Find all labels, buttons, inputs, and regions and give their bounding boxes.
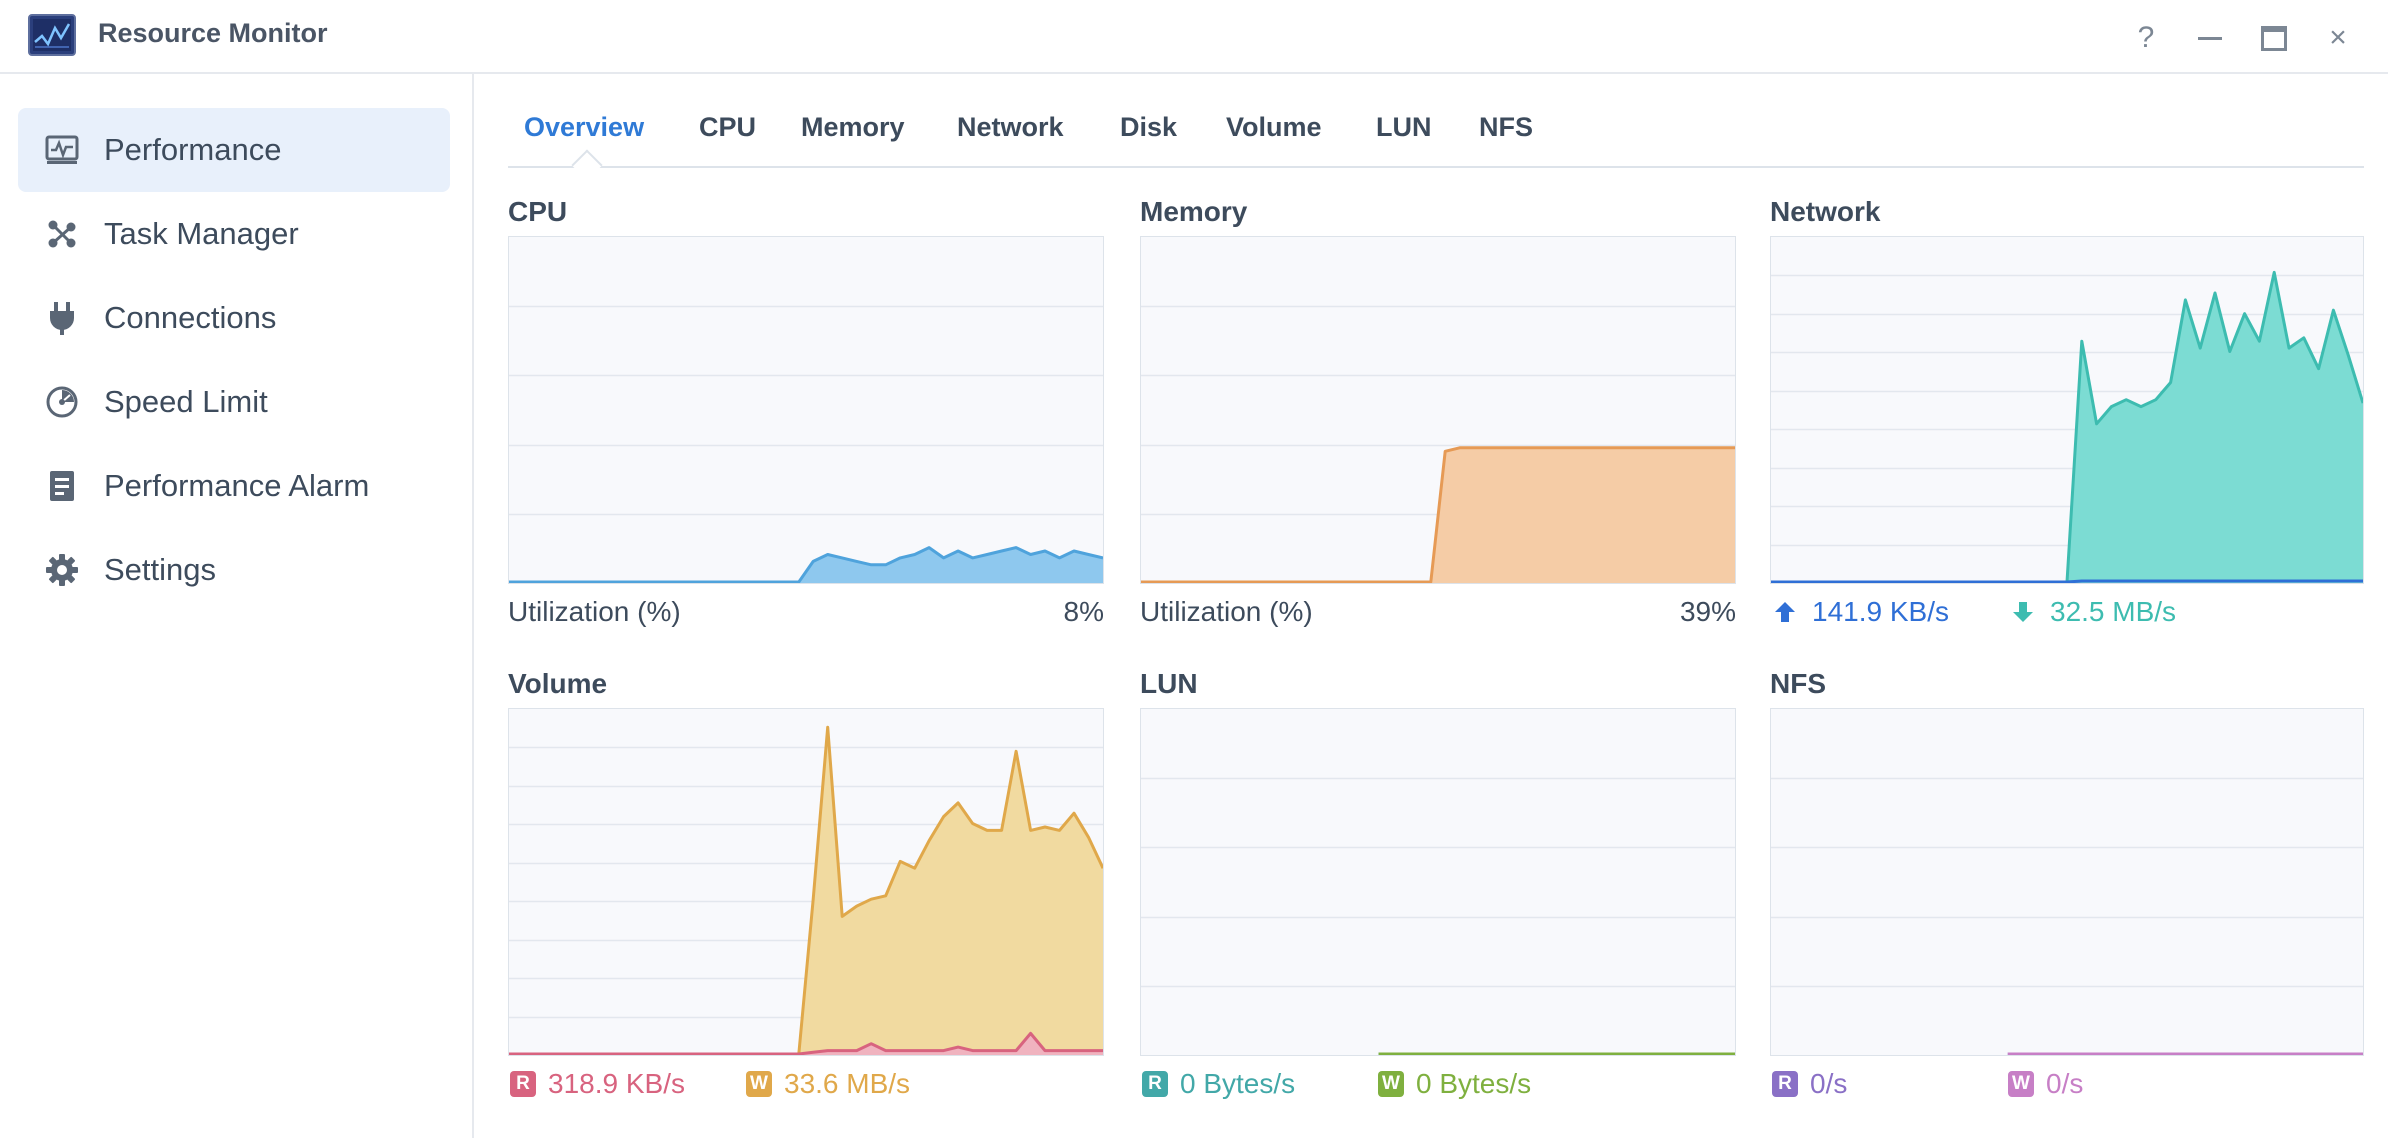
memory-metric-label: Utilization (%) (1140, 596, 1313, 627)
volume-read-legend: R 318.9 KB/s (510, 1068, 685, 1100)
chart-plot-area (1141, 305, 1735, 583)
performance-icon (44, 132, 80, 168)
close-button[interactable]: × (2318, 18, 2358, 58)
tab-bar: Overview CPU Memory Network Disk Volume … (508, 104, 2364, 181)
write-badge: W (746, 1071, 772, 1097)
sidebar-item-speed-limit[interactable]: Speed Limit (18, 360, 450, 444)
read-badge: R (510, 1071, 536, 1097)
nfs-read-value: 0/s (1810, 1068, 1848, 1099)
upload-arrow-icon (1775, 602, 1795, 622)
write-badge: W (2008, 1071, 2034, 1097)
volume-panel-title: Volume (508, 668, 608, 699)
series-area-0 (509, 727, 1103, 1055)
resource-monitor-app-icon (28, 14, 76, 56)
sidebar-item-performance-alarm[interactable]: Performance Alarm (18, 444, 450, 528)
window-title: Resource Monitor (98, 18, 328, 48)
sidebar-item-settings[interactable]: Settings (18, 528, 450, 612)
lun-read-legend: R 0 Bytes/s (1142, 1068, 1295, 1100)
series-area-0 (1771, 272, 2363, 583)
cpu-metric-label: Utilization (%) (508, 596, 681, 627)
series-area-0 (1141, 447, 1735, 583)
volume-write-value: 33.6 MB/s (784, 1068, 911, 1099)
tab-nfs[interactable]: NFS (1479, 112, 1533, 142)
nfs-write-legend: W 0/s (2008, 1068, 2083, 1100)
sidebar-item-label: Connections (104, 300, 277, 335)
lun-read-value: 0 Bytes/s (1180, 1068, 1296, 1099)
tab-disk[interactable]: Disk (1120, 112, 1178, 142)
network-download-value: 32.5 MB/s (2050, 596, 2177, 627)
sidebar-item-label: Speed Limit (104, 384, 268, 419)
chart-plot-area (1141, 777, 1735, 1055)
sidebar: Performance Task Manager Connections Spe… (0, 74, 474, 1138)
minimize-button[interactable] (2190, 18, 2230, 58)
chart-plot-area (1771, 270, 2363, 583)
write-badge: W (1378, 1071, 1404, 1097)
tab-network[interactable]: Network (957, 112, 1064, 142)
active-tab-indicator (571, 149, 603, 181)
sidebar-item-label: Task Manager (104, 216, 299, 251)
nfs-write-value: 0/s (2046, 1068, 2084, 1099)
help-button[interactable]: ? (2126, 18, 2166, 58)
volume-write-legend: W 33.6 MB/s (746, 1068, 910, 1100)
series-line-0 (1141, 446, 1735, 583)
download-arrow-icon (2013, 602, 2033, 622)
memory-chart (1140, 236, 1736, 584)
series-line-0 (509, 546, 1103, 583)
nfs-chart (1770, 708, 2364, 1056)
network-upload-legend: 141.9 KB/s (1772, 596, 1949, 628)
network-upload-value: 141.9 KB/s (1812, 596, 1949, 627)
cpu-utilization-value: 8% (1063, 596, 1104, 627)
memory-panel-title: Memory (1140, 196, 1248, 227)
sidebar-item-task-manager[interactable]: Task Manager (18, 192, 450, 276)
tab-cpu[interactable]: CPU (699, 112, 757, 142)
series-area-0 (509, 547, 1103, 583)
tab-lun[interactable]: LUN (1376, 112, 1432, 142)
network-panel-title: Network (1770, 196, 1881, 227)
title-bar: Resource Monitor ? × (0, 0, 2388, 74)
series-area-1 (509, 1033, 1103, 1055)
maximize-button[interactable] (2254, 18, 2294, 58)
volume-chart (508, 708, 1104, 1056)
read-badge: R (1772, 1071, 1798, 1097)
tab-overview[interactable]: Overview (524, 112, 645, 142)
lun-write-legend: W 0 Bytes/s (1378, 1068, 1531, 1100)
gauge-icon (44, 384, 80, 420)
chart-plot-area (1771, 777, 2363, 1055)
network-download-legend: 32.5 MB/s (2010, 596, 2176, 628)
cpu-panel-title: CPU (508, 196, 568, 227)
lun-write-value: 0 Bytes/s (1416, 1068, 1532, 1099)
sidebar-item-performance[interactable]: Performance (18, 108, 450, 192)
lun-chart (1140, 708, 1736, 1056)
task-manager-icon (44, 216, 80, 252)
plug-icon (44, 300, 80, 336)
cpu-chart (508, 236, 1104, 584)
tab-memory[interactable]: Memory (801, 112, 905, 142)
alarm-list-icon (44, 468, 80, 504)
nfs-read-legend: R 0/s (1772, 1068, 1847, 1100)
series-line-1 (1771, 579, 2363, 583)
gear-icon (44, 552, 80, 588)
maximize-icon (2261, 25, 2287, 51)
minimize-icon (2198, 36, 2222, 40)
lun-panel-title: LUN (1140, 668, 1198, 699)
memory-utilization-value: 39% (1679, 596, 1736, 627)
help-icon: ? (2137, 21, 2155, 54)
network-chart (1770, 236, 2364, 584)
sidebar-item-connections[interactable]: Connections (18, 276, 450, 360)
sidebar-item-label: Performance Alarm (104, 468, 370, 503)
tab-volume[interactable]: Volume (1226, 112, 1322, 142)
close-icon: × (2329, 21, 2347, 54)
chart-plot-area (509, 305, 1103, 583)
nfs-panel-title: NFS (1770, 668, 1826, 699)
volume-read-value: 318.9 KB/s (548, 1068, 685, 1099)
chart-plot-area (509, 725, 1103, 1055)
read-badge: R (1142, 1071, 1168, 1097)
series-line-1 (509, 1031, 1103, 1055)
sidebar-item-label: Settings (104, 552, 217, 587)
sidebar-item-label: Performance (104, 132, 282, 167)
